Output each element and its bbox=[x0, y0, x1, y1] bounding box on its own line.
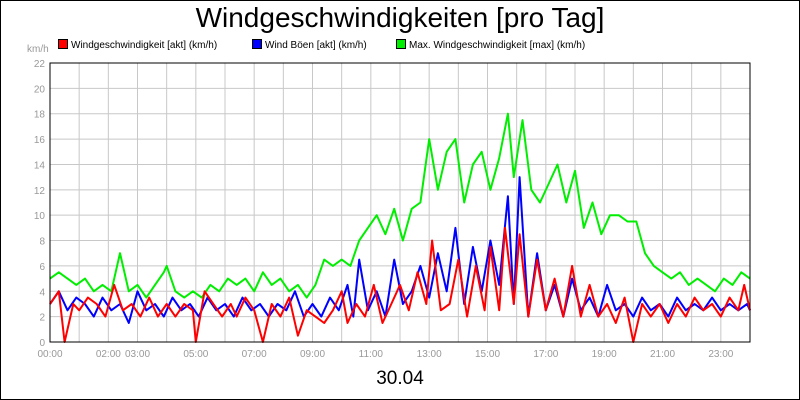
x-tick-label: 13:00 bbox=[417, 349, 442, 360]
x-tick-label: 00:00 bbox=[37, 349, 62, 360]
y-tick-label: 4 bbox=[39, 287, 45, 298]
y-tick-label: 12 bbox=[34, 186, 46, 197]
x-tick-label: 19:00 bbox=[592, 349, 617, 360]
y-tick-label: 16 bbox=[34, 135, 46, 146]
y-tick-label: 2 bbox=[39, 313, 45, 324]
legend-label-wind-speed: Windgeschwindigkeit [akt] (km/h) bbox=[71, 40, 218, 51]
plot-border bbox=[49, 62, 751, 343]
legend-swatch-wind-speed bbox=[58, 39, 68, 49]
legend-item-max-wind: Max. Windgeschwindigkeit [max] (km/h) bbox=[396, 39, 585, 51]
series-line-gusts bbox=[49, 176, 751, 324]
y-tick-label: 18 bbox=[34, 110, 46, 121]
legend-label-gusts: Wind Böen [akt] (km/h) bbox=[265, 40, 367, 51]
x-tick-label: 05:00 bbox=[183, 349, 208, 360]
x-tick-label: 15:00 bbox=[475, 349, 500, 360]
x-tick-label: 21:00 bbox=[650, 349, 675, 360]
chart-title: Windgeschwindigkeiten [pro Tag] bbox=[195, 2, 605, 33]
legend-swatch-max-wind bbox=[396, 39, 406, 49]
y-tick-label: 20 bbox=[34, 84, 46, 95]
x-tick-label: 11:00 bbox=[359, 349, 384, 360]
x-tick-label: 07:00 bbox=[242, 349, 267, 360]
y-axis-unit: km/h bbox=[27, 44, 49, 55]
date-label: 30.04 bbox=[376, 368, 424, 389]
y-tick-label: 0 bbox=[39, 338, 45, 349]
y-tick-label: 14 bbox=[34, 160, 46, 171]
y-tick-label: 22 bbox=[34, 59, 46, 70]
legend-item-wind-speed: Windgeschwindigkeit [akt] (km/h) bbox=[58, 39, 217, 51]
x-tick-label: 02:00 bbox=[96, 349, 121, 360]
y-tick-label: 8 bbox=[39, 237, 45, 248]
series-line-max-wind bbox=[49, 112, 751, 299]
y-tick-label: 10 bbox=[34, 211, 46, 222]
x-tick-label: 23:00 bbox=[708, 349, 733, 360]
y-tick-label: 6 bbox=[39, 262, 45, 273]
x-tick-label: 17:00 bbox=[533, 349, 558, 360]
x-tick-label: 03:00 bbox=[125, 349, 150, 360]
legend-item-gusts: Wind Böen [akt] (km/h) bbox=[252, 39, 367, 51]
x-tick-label: 09:00 bbox=[300, 349, 325, 360]
legend-label-max-wind: Max. Windgeschwindigkeit [max] (km/h) bbox=[409, 40, 586, 51]
legend-swatch-gusts bbox=[252, 39, 262, 49]
